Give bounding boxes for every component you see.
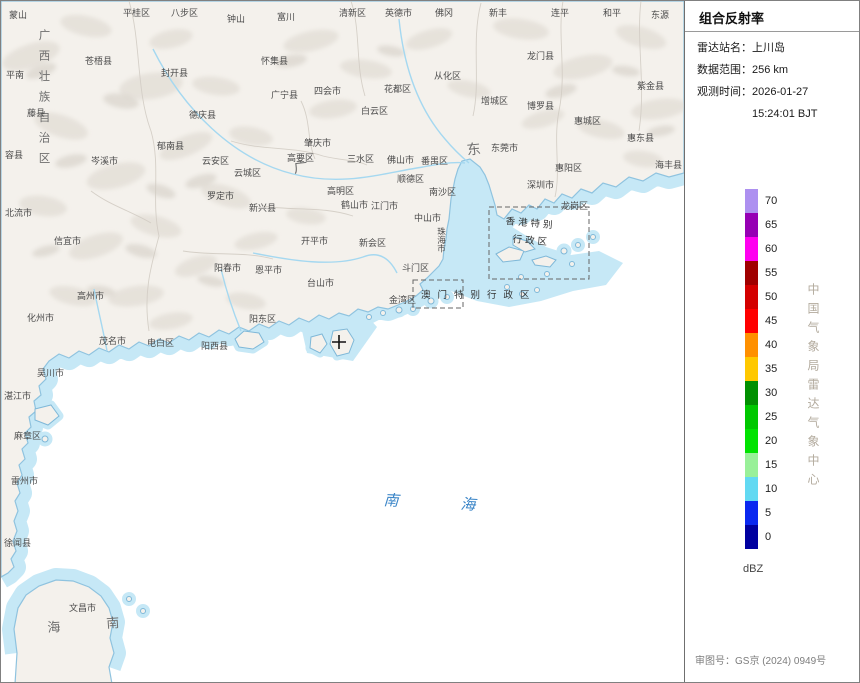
legend-level: 55 (745, 261, 777, 285)
legend-value: 45 (765, 315, 778, 327)
terrain-ridges (25, 45, 675, 297)
obs-label: 观测时间： (697, 86, 752, 98)
legend-level: 65 (745, 213, 777, 237)
legend-swatch (745, 501, 758, 525)
legend-level: 15 (745, 453, 777, 477)
legend-swatch (745, 405, 758, 429)
legend-value: 70 (765, 195, 778, 207)
station-value: 上川岛 (752, 42, 785, 54)
legend-level: 45 (745, 309, 777, 333)
rivers (93, 18, 470, 352)
legend-level: 20 (745, 429, 777, 453)
legend-level: 40 (745, 333, 777, 357)
legend-scale: 70 65 60 55 50 45 40 35 30 25 20 15 10 5 0 (745, 189, 777, 549)
legend-level: 50 (745, 285, 777, 309)
legend-swatch (745, 237, 758, 261)
legend-level: 60 (745, 237, 777, 261)
terrain-shading (2, 14, 684, 330)
legend-value: 40 (765, 339, 778, 351)
legend-value: 5 (765, 507, 772, 519)
legend-swatch (745, 285, 758, 309)
legend-level: 5 (745, 501, 777, 525)
hainan-island (13, 579, 115, 682)
legend-swatch (745, 477, 758, 501)
legend-value: 50 (765, 291, 778, 303)
station-row: 雷达站名：上川岛 (697, 37, 817, 59)
station-label: 雷达站名： (697, 42, 752, 54)
legend-swatch (745, 453, 758, 477)
legend-unit: dBZ (743, 563, 764, 575)
obs-time-value: 15:24:01 BJT (752, 108, 818, 120)
range-value: 256 km (752, 64, 789, 76)
legend-value: 55 (765, 267, 778, 279)
range-row: 数据范围：256 km (697, 59, 817, 81)
radar-map[interactable]: 广西壮族自治区 广东 海南 南海 香港特别 行政区 澳门特别行政区 蒙山 平桂区 八步区 钟山 富川清… (1, 1, 684, 682)
legend-swatch (745, 189, 758, 213)
info-panel: 组合反射率 雷达站名：上川岛 数据范围：256 km 观测时间：2026-01-… (684, 1, 859, 682)
legend-swatch (745, 309, 758, 333)
legend-level: 25 (745, 405, 777, 429)
legend-value: 25 (765, 411, 778, 423)
legend-level: 70 (745, 189, 777, 213)
product-title: 组合反射率 (699, 11, 765, 26)
obs-time-row: 15:24:01 BJT (697, 103, 817, 125)
map-license-number: 审图号：GS京 (2024) 0949号 (695, 656, 827, 667)
legend-swatch (745, 261, 758, 285)
panel-divider (685, 31, 859, 32)
legend-value: 15 (765, 459, 778, 471)
legend-swatch (745, 525, 758, 549)
radar-info: 雷达站名：上川岛 数据范围：256 km 观测时间：2026-01-27 15:… (697, 37, 817, 125)
legend-level: 10 (745, 477, 777, 501)
legend-value: 30 (765, 387, 778, 399)
obs-date-value: 2026-01-27 (752, 86, 809, 98)
radar-map-canvas (1, 1, 684, 682)
legend-value: 65 (765, 219, 778, 231)
legend-level: 35 (745, 357, 777, 381)
legend-level: 0 (745, 525, 777, 549)
legend-swatch (745, 429, 758, 453)
range-label: 数据范围： (697, 64, 752, 76)
radar-site-marker (332, 335, 346, 349)
legend-value: 20 (765, 435, 778, 447)
legend-level: 30 (745, 381, 777, 405)
legend-value: 60 (765, 243, 778, 255)
macau-sar-boundary (412, 279, 464, 309)
legend-value: 0 (765, 531, 772, 543)
legend-value: 35 (765, 363, 778, 375)
hongkong-sar-boundary (488, 206, 590, 280)
legend-swatch (745, 357, 758, 381)
legend-swatch (745, 213, 758, 237)
admin-boundaries (90, 1, 643, 332)
obs-date-row: 观测时间：2026-01-27 (697, 81, 817, 103)
legend-value: 10 (765, 483, 778, 495)
legend-swatch (745, 381, 758, 405)
legend-swatch (745, 333, 758, 357)
agency-credit: 中国气象局雷达气象中心 (806, 283, 820, 492)
